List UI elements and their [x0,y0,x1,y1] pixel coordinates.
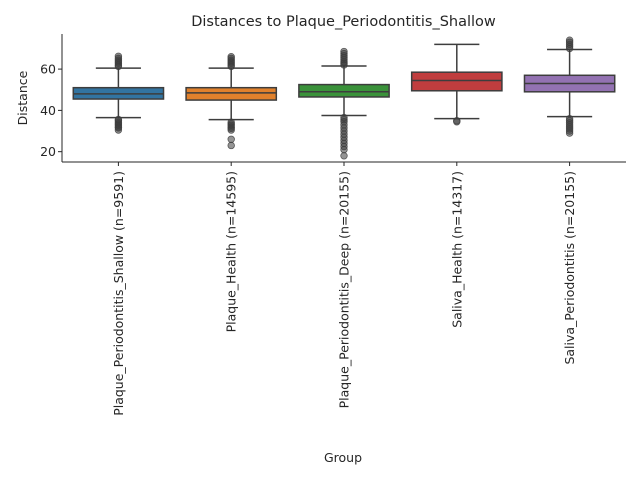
outlier-point [340,152,348,160]
iqr-box [410,71,503,92]
plot-area [72,36,616,160]
outlier-point [340,113,348,122]
y-tick-label: 40 [40,103,56,118]
chart-title: Distances to Plaque_Periodontitis_Shallo… [191,14,496,30]
outlier-point [227,53,235,61]
box-group [185,53,278,150]
y-axis-ticks: 20 40 60 [40,62,62,159]
x-axis-ticks: Plaque_Periodontitis_Shallow (n=9591) Pla… [111,162,577,416]
box-group [523,36,616,137]
x-tick-label: Plaque_Health (n=14595) [224,171,239,332]
outlier-point [340,47,348,56]
outlier-point [114,52,123,60]
y-tick-label: 20 [40,144,56,159]
y-axis-label: Distance [15,70,30,125]
outlier-point [565,114,574,123]
x-tick-label: Saliva_Health (n=14317) [449,171,464,328]
box-group [72,52,165,134]
outlier-point [114,115,123,124]
y-tick-label: 60 [40,62,56,77]
outlier-point [453,117,461,125]
outlier-point [565,36,574,44]
x-tick-label: Saliva_Periodontitis (n=20155) [562,171,577,365]
box-group [298,47,390,160]
x-axis-label: Group [324,450,362,465]
x-tick-label: Plaque_Periodontitis_Shallow (n=9591) [111,171,126,416]
box-group [410,43,503,126]
x-tick-label: Plaque_Periodontitis_Deep (n=20155) [337,171,352,408]
outlier-point [227,141,235,150]
iqr-box [185,86,278,101]
outlier-point [227,118,235,126]
outlier-point [227,135,235,143]
iqr-box [298,83,390,98]
